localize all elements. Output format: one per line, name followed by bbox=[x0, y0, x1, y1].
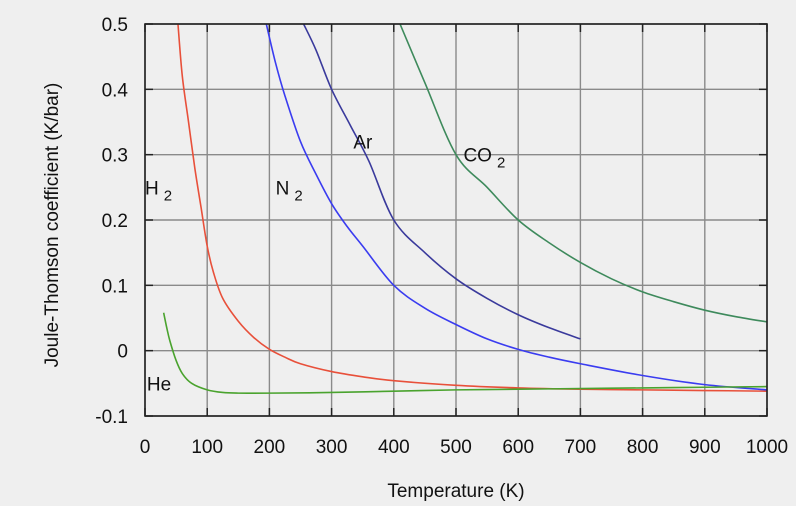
data-curves bbox=[162, 24, 767, 395]
y-tick-label: -0.1 bbox=[95, 407, 128, 428]
x-tick-label: 700 bbox=[565, 437, 597, 458]
x-tick-label: 300 bbox=[316, 437, 348, 458]
y-tick-label: 0 bbox=[117, 342, 128, 363]
y-tick-label: 0.3 bbox=[102, 146, 128, 167]
y-tick-label: 0.4 bbox=[102, 80, 129, 101]
y-axis-label: Joule-Thomson coefficient (K/bar) bbox=[42, 83, 63, 368]
axis-ticks: 0 100 200 300 400 500 600 700 800 900 1000 -0.1 0 0.1… bbox=[95, 15, 788, 458]
y-tick-label: 0.1 bbox=[102, 276, 128, 297]
series-line-co2 bbox=[399, 24, 767, 323]
x-tick-label: 800 bbox=[627, 437, 659, 458]
series-line-n2 bbox=[265, 24, 767, 391]
series-line-he bbox=[162, 312, 767, 395]
x-tick-label: 900 bbox=[689, 437, 721, 458]
y-tick-label: 0.5 bbox=[102, 15, 128, 36]
x-tick-label: 0 bbox=[140, 437, 151, 458]
x-tick-label: 100 bbox=[191, 437, 223, 458]
curve-label-ar: Ar bbox=[353, 133, 373, 154]
x-tick-label: 400 bbox=[378, 437, 410, 458]
y-tick-label: 0.2 bbox=[102, 211, 128, 232]
x-tick-label: 600 bbox=[502, 437, 534, 458]
x-tick-label: 200 bbox=[254, 437, 286, 458]
x-tick-label: 500 bbox=[440, 437, 472, 458]
series-line-ar bbox=[302, 24, 581, 340]
x-tick-label: 1000 bbox=[746, 437, 788, 458]
curve-label-he: He bbox=[147, 374, 171, 395]
x-axis-label: Temperature (K) bbox=[387, 481, 524, 502]
